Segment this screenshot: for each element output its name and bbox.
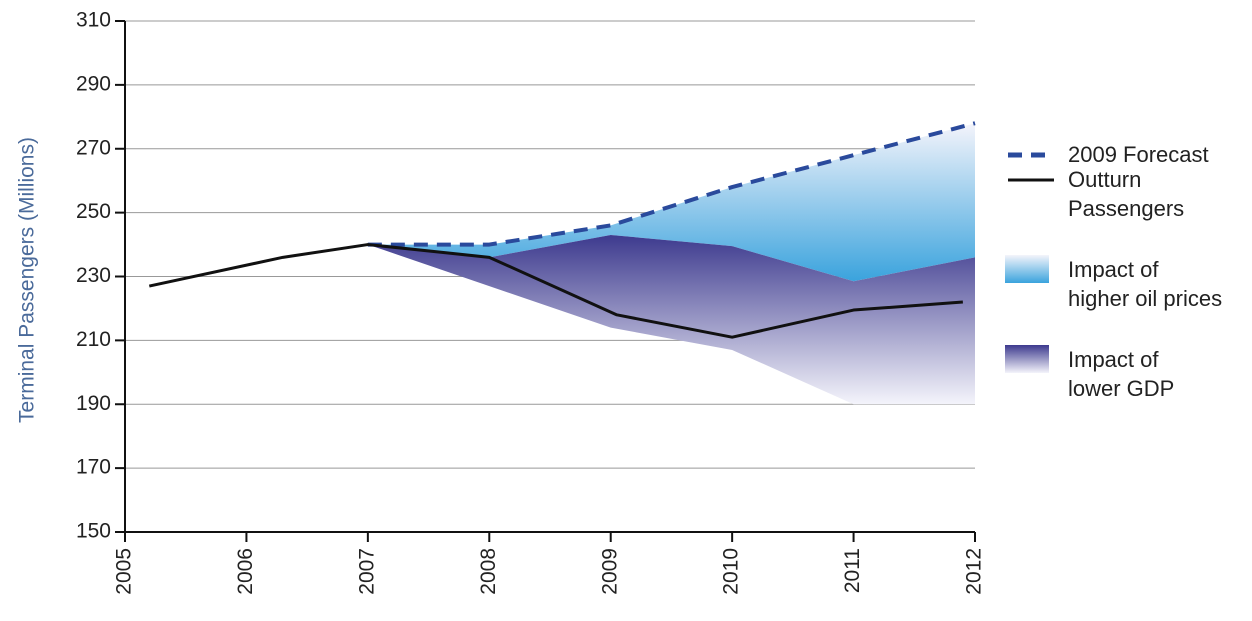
x-tick-label: 2011 (841, 548, 864, 593)
x-tick-label: 2008 (477, 548, 500, 595)
y-tick-label: 290 (76, 72, 111, 95)
x-tick-label: 2007 (355, 548, 378, 595)
legend-label: Outturn Passengers (1068, 167, 1185, 221)
legend-label: Impact of higher oil prices (1068, 257, 1223, 311)
y-tick-label: 150 (76, 520, 111, 543)
series-line (148, 243, 963, 339)
y-tick-label: 250 (76, 200, 111, 223)
y-tick-label: 190 (76, 392, 111, 415)
series-line (367, 121, 976, 247)
x-tick-label: 2005 (113, 548, 136, 595)
x-tick-label: 2009 (598, 548, 621, 595)
y-tick-label: 310 (76, 9, 111, 32)
y-tick-label: 230 (76, 264, 111, 287)
x-tick-label: 2010 (720, 548, 743, 595)
y-tick-label: 210 (76, 328, 111, 351)
legend-label: 2009 Forecast (1068, 142, 1209, 167)
x-tick-label: 2006 (234, 548, 257, 595)
x-tick-label: 2012 (963, 548, 986, 595)
y-tick-label: 270 (76, 136, 111, 159)
band-area (367, 234, 975, 405)
legend-label: Impact of lower GDP (1068, 347, 1175, 401)
legend-swatch (1005, 345, 1049, 373)
legend-swatch (1005, 255, 1049, 283)
y-tick-label: 170 (76, 456, 111, 479)
y-axis-label: Terminal Passengers (Millions) (16, 137, 39, 423)
